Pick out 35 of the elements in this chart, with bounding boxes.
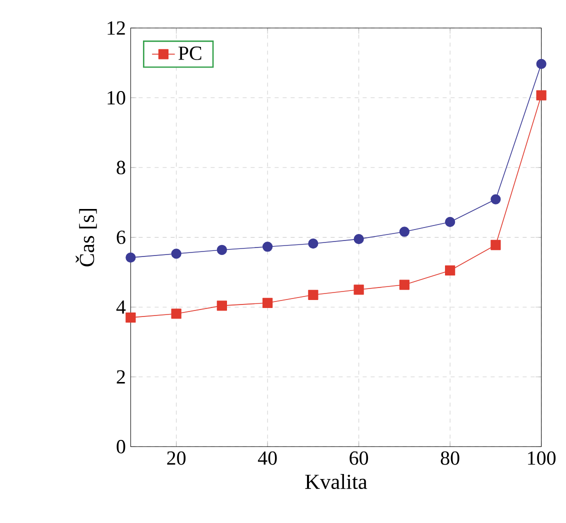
point [536, 58, 546, 69]
point [445, 216, 456, 228]
y-tick-label: 2 [116, 370, 125, 384]
y-tick-label: 8 [116, 160, 126, 174]
point [126, 252, 136, 263]
point [216, 244, 227, 255]
point [445, 265, 456, 276]
point [126, 312, 136, 323]
point [354, 234, 364, 244]
x-tick-label: 20 [167, 451, 186, 465]
y-tick-label: 12 [108, 21, 125, 35]
point [262, 242, 273, 252]
y-tick-label: 4 [116, 300, 126, 314]
point [399, 226, 410, 237]
x-tick-label: 80 [440, 451, 460, 465]
point [171, 308, 182, 319]
x-axis-title: Kvalita [305, 474, 368, 490]
x-tick-label: 100 [528, 451, 556, 465]
point [536, 90, 546, 100]
point [399, 280, 410, 290]
y-axis-title: Čas [s] [76, 209, 97, 266]
y-tick-label: 0 [116, 440, 126, 454]
y-tick-label: 6 [116, 230, 126, 244]
x-tick-label: 60 [350, 451, 368, 465]
point [171, 248, 182, 259]
point [354, 284, 364, 295]
x-tick-label: 40 [258, 451, 277, 465]
point [490, 194, 501, 204]
point [216, 300, 227, 311]
point [490, 240, 501, 250]
legend-label: PC [178, 46, 202, 60]
point [308, 290, 318, 300]
y-tick-label: 10 [108, 91, 126, 105]
point [262, 298, 273, 308]
point [308, 238, 318, 249]
